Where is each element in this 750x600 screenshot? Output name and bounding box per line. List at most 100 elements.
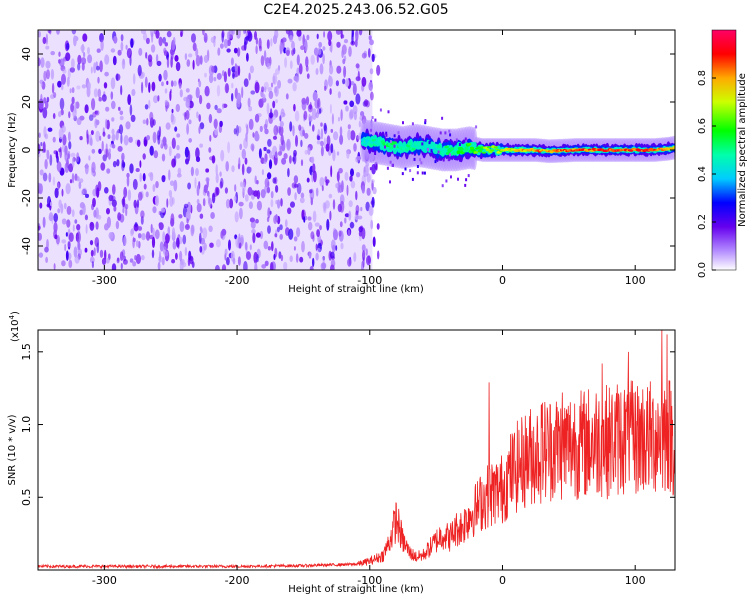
noise-blob: [97, 76, 100, 84]
noise-blob: [272, 177, 277, 184]
noise-blob: [90, 249, 94, 257]
noise-blob: [312, 210, 317, 223]
noise-blob: [125, 207, 128, 217]
noise-blob: [77, 248, 82, 257]
noise-blob: [39, 202, 43, 209]
noise-blob: [61, 73, 66, 85]
noise-blob: [293, 175, 299, 184]
noise-blob: [63, 202, 67, 210]
noise-blob: [121, 152, 125, 162]
noise-blob: [249, 167, 252, 172]
noise-blob: [254, 81, 260, 94]
track-outlier: [447, 158, 450, 162]
noise-blob: [266, 149, 271, 154]
track-mark: [467, 142, 472, 146]
noise-blob: [135, 253, 141, 265]
noise-blob: [342, 78, 346, 85]
noise-blob: [118, 106, 121, 111]
track-mark: [453, 146, 459, 150]
noise-blob: [188, 250, 192, 261]
noise-blob: [336, 171, 340, 182]
noise-blob: [100, 162, 106, 171]
noise-blob: [107, 134, 111, 140]
noise-blob: [146, 135, 151, 141]
noise-blob: [320, 140, 324, 147]
noise-blob: [89, 222, 94, 227]
noise-blob: [229, 198, 234, 209]
colorbar-tick-label: 0.8: [697, 70, 708, 86]
noise-blob: [330, 143, 334, 154]
track-outlier: [467, 174, 470, 178]
track-outlier: [393, 144, 396, 148]
snr-series-line: [38, 330, 675, 570]
noise-blob: [261, 97, 267, 103]
noise-blob: [160, 139, 163, 149]
y-tick-label: 1.0: [20, 416, 33, 434]
noise-blob: [330, 128, 334, 133]
track-outlier: [441, 184, 444, 188]
noise-blob: [184, 246, 188, 256]
noise-blob: [289, 60, 293, 70]
noise-blob: [355, 204, 360, 214]
noise-blob: [145, 191, 149, 198]
noise-blob: [52, 136, 56, 143]
noise-blob: [254, 262, 258, 270]
noise-blob: [135, 168, 140, 172]
noise-blob: [90, 130, 94, 136]
noise-blob: [372, 186, 377, 195]
noise-blob: [363, 99, 369, 107]
noise-blob: [205, 168, 210, 173]
noise-blob: [142, 173, 146, 182]
noise-blob: [202, 30, 205, 36]
noise-blob: [353, 143, 357, 152]
track-outlier: [386, 166, 389, 170]
noise-blob: [171, 108, 174, 114]
track-outlier: [411, 177, 414, 181]
noise-blob: [320, 262, 326, 270]
noise-blob: [199, 122, 205, 130]
noise-blob: [261, 169, 264, 176]
noise-blob: [106, 119, 110, 130]
noise-blob: [155, 181, 159, 189]
noise-blob: [105, 106, 110, 112]
noise-blob: [120, 262, 123, 270]
noise-blob: [318, 108, 322, 114]
noise-blob: [110, 77, 116, 90]
noise-blob: [357, 215, 363, 220]
noise-blob: [171, 158, 176, 168]
noise-blob: [38, 57, 41, 67]
noise-blob: [68, 163, 74, 173]
noise-blob: [81, 43, 85, 54]
noise-blob: [173, 179, 178, 192]
noise-blob: [306, 73, 310, 79]
noise-blob: [293, 246, 296, 251]
noise-blob: [93, 247, 96, 256]
noise-blob: [278, 251, 282, 259]
noise-blob: [228, 239, 231, 251]
noise-blob: [206, 102, 211, 110]
noise-blob: [190, 166, 194, 177]
noise-blob: [333, 131, 339, 141]
noise-blob: [157, 95, 160, 102]
noise-blob: [370, 219, 374, 230]
colorbar-tick-label: 0.6: [697, 118, 708, 134]
noise-blob: [51, 82, 55, 94]
noise-blob: [125, 121, 131, 130]
noise-blob: [328, 39, 332, 47]
noise-blob: [231, 92, 234, 102]
noise-blob: [111, 100, 116, 110]
noise-blob: [307, 216, 312, 221]
noise-blob: [119, 115, 124, 121]
noise-blob: [335, 245, 338, 251]
noise-blob: [238, 201, 244, 207]
noise-blob: [330, 264, 335, 270]
noise-blob: [253, 190, 259, 197]
track-outlier: [421, 171, 424, 175]
noise-blob: [161, 81, 164, 87]
noise-blob: [231, 165, 235, 173]
track-outlier: [404, 167, 407, 171]
noise-blob: [325, 181, 329, 186]
noise-blob: [278, 125, 284, 136]
noise-blob: [171, 227, 176, 239]
